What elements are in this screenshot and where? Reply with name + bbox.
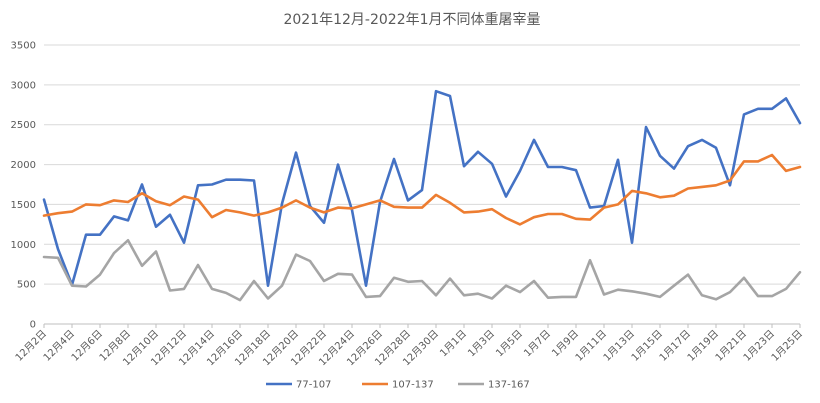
legend-label: 107-137 <box>392 380 434 391</box>
y-tick-label: 2000 <box>11 160 36 171</box>
y-tick-label: 3500 <box>11 41 36 52</box>
y-tick-label: 0 <box>30 320 36 331</box>
y-tick-label: 1500 <box>11 200 36 211</box>
chart-title: 2021年12月-2022年1月不同体重屠宰量 <box>283 12 540 28</box>
legend-label: 77-107 <box>296 380 331 391</box>
legend: 77-107 107-137 137-167 <box>266 380 530 391</box>
y-tick-label: 1000 <box>11 240 36 251</box>
y-tick-label: 3000 <box>11 80 36 91</box>
legend-label: 137-167 <box>488 380 530 391</box>
y-tick-label: 2500 <box>11 120 36 131</box>
y-tick-label: 500 <box>17 280 36 291</box>
series-line-107-137 <box>42 153 802 226</box>
y-axis-ticks: 0 500 1000 1500 2000 2500 3000 3500 <box>11 41 36 331</box>
series-lines <box>42 89 802 302</box>
series-line-137-167 <box>42 239 802 302</box>
series-line-77-107 <box>42 89 802 288</box>
